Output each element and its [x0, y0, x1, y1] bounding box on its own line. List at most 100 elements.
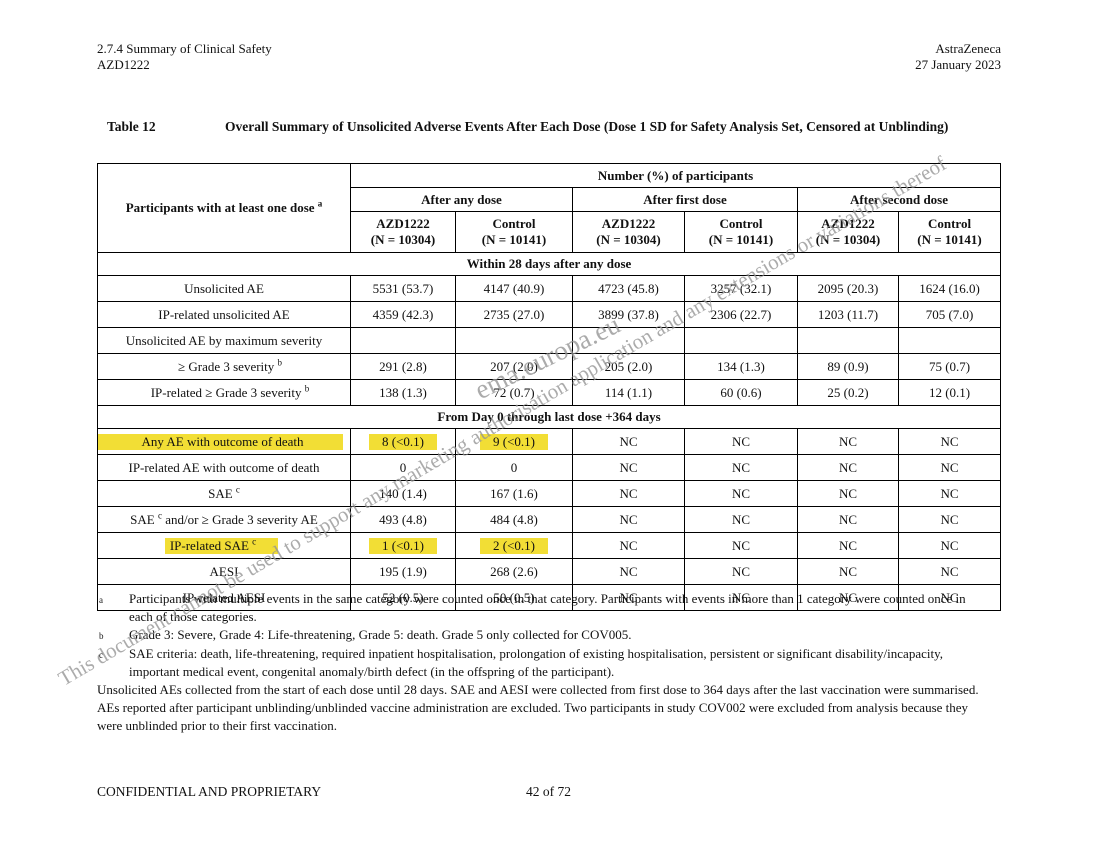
- row-label: ≥ Grade 3 severity b: [177, 357, 283, 374]
- adverse-events-table: Participants with at least one dose a Nu…: [96, 163, 1002, 611]
- table-value-cell: NC: [572, 584, 685, 611]
- table-value-cell: NC: [684, 428, 798, 455]
- row-label: IP-related AE with outcome of death: [128, 459, 320, 475]
- table-value-cell: NC: [684, 454, 798, 481]
- header-section-title: 2.7.4 Summary of Clinical Safety: [97, 41, 272, 56]
- row-label-cell: Any AE with outcome of death: [97, 428, 351, 455]
- table-value-cell: 72 (0.7): [455, 379, 573, 406]
- table-value-cell: NC: [797, 480, 899, 507]
- table-value-cell: 12 (0.1): [897, 379, 1002, 406]
- table-row: IP-related AE with outcome of death 0 0 NC…: [97, 454, 1002, 481]
- row-label-cell: Unsolicited AE: [97, 275, 351, 302]
- table-row: Any AE with outcome of death 8 (<0.1) 9 (…: [97, 428, 1002, 455]
- table-row: IP-related unsolicited AE 4359 (42.3) 273…: [97, 301, 1002, 328]
- table-value-cell: [897, 327, 1002, 354]
- table-value-cell: 2306 (22.7): [684, 301, 798, 328]
- row-label-cell: AESI: [97, 558, 351, 585]
- page-header-left: 2.7.4 Summary of Clinical Safety AZD1222: [97, 41, 272, 73]
- table-value-cell: [455, 327, 573, 354]
- highlighted-value: 1 (<0.1): [369, 537, 437, 554]
- table-value-cell: 0: [350, 454, 456, 481]
- table-value-cell: NC: [572, 428, 685, 455]
- page-footer: CONFIDENTIAL AND PROPRIETARY 42 of 72: [97, 784, 1000, 800]
- table-value-cell: NC: [797, 584, 899, 611]
- table-row: Unsolicited AE 5531 (53.7) 4147 (40.9) 472…: [97, 275, 1002, 302]
- row-label-cell: IP-related unsolicited AE: [97, 301, 351, 328]
- table-value-cell: 114 (1.1): [572, 379, 685, 406]
- table-value-cell: 705 (7.0): [897, 301, 1002, 328]
- page-number: 42 of 72: [526, 784, 571, 799]
- table-value-cell: 8 (<0.1): [350, 428, 456, 455]
- table-value-cell: NC: [897, 532, 1002, 559]
- table-value-cell: NC: [897, 480, 1002, 507]
- table-value-cell: 195 (1.9): [350, 558, 456, 585]
- table-value-cell: 1 (<0.1): [350, 532, 456, 559]
- footnote-text: Participants with multiple events in the…: [129, 591, 966, 624]
- table-value-cell: NC: [684, 506, 798, 533]
- footnote-marker: a: [99, 595, 103, 605]
- corner-header-text: Participants with at least one dose: [125, 200, 315, 215]
- row-label: SAE c: [208, 484, 240, 501]
- table-value-cell: 4723 (45.8): [572, 275, 685, 302]
- table-value-cell: NC: [897, 506, 1002, 533]
- table-value-cell: 2735 (27.0): [455, 301, 573, 328]
- table-header-row-spanner: Participants with at least one dose a Nu…: [97, 163, 1002, 253]
- table-value-cell: 50 (0.5): [455, 584, 573, 611]
- table-value-cell: 484 (4.8): [455, 506, 573, 533]
- footnote-b: b Grade 3: Severe, Grade 4: Life-threate…: [97, 626, 985, 645]
- table-value-cell: 291 (2.8): [350, 353, 456, 380]
- row-label: Unsolicited AE by maximum severity: [125, 332, 323, 348]
- arm-header: Control (N = 10141): [897, 211, 1002, 253]
- row-label: IP-related unsolicited AE: [158, 306, 290, 322]
- table-value-cell: 2095 (20.3): [797, 275, 899, 302]
- table-value-cell: 2 (<0.1): [455, 532, 573, 559]
- table-header-row-dose-groups: After any dose After first dose After se…: [98, 187, 1002, 212]
- table-value-cell: 1624 (16.0): [897, 275, 1002, 302]
- table-row: IP-related ≥ Grade 3 severity b 138 (1.3…: [97, 379, 1002, 406]
- table-section-row: Within 28 days after any dose: [96, 252, 1002, 276]
- table-value-cell: NC: [897, 584, 1002, 611]
- table-title-text: Overall Summary of Unsolicited Adverse E…: [225, 119, 949, 134]
- table-value-cell: 4147 (40.9): [455, 275, 573, 302]
- table-value-cell: 4359 (42.3): [350, 301, 456, 328]
- table-value-cell: NC: [797, 428, 899, 455]
- table-row: SAE c 140 (1.4) 167 (1.6) NC NC NC NC: [97, 480, 1002, 507]
- table-value-cell: 138 (1.3): [350, 379, 456, 406]
- section-title: From Day 0 through last dose +364 days: [96, 405, 1002, 429]
- table-value-cell: [797, 327, 899, 354]
- table-value-cell: NC: [572, 506, 685, 533]
- footnote-marker: b: [99, 631, 104, 641]
- table-header-row-arms: AZD1222 (N = 10304) Control (N = 10141) AZ…: [98, 211, 1002, 253]
- table-value-cell: 268 (2.6): [455, 558, 573, 585]
- row-label: AESI: [209, 563, 239, 579]
- arm-header: AZD1222 (N = 10304): [797, 211, 899, 253]
- table-value-cell: 134 (1.3): [684, 353, 798, 380]
- row-label-cell: IP-related AE with outcome of death: [97, 454, 351, 481]
- table-value-cell: NC: [684, 558, 798, 585]
- corner-header-footnote-marker: a: [317, 198, 323, 209]
- table-title: Table 12 Overall Summary of Unsolicited …: [107, 117, 977, 136]
- table-value-cell: 5531 (53.7): [350, 275, 456, 302]
- row-label-cell: SAE c: [97, 480, 351, 507]
- table-value-cell: 3257 (32.1): [684, 275, 798, 302]
- arm-header: AZD1222 (N = 10304): [350, 211, 456, 253]
- table-value-cell: NC: [572, 532, 685, 559]
- row-label-cell: IP-related ≥ Grade 3 severity b: [97, 379, 351, 406]
- table-value-cell: 205 (2.0): [572, 353, 685, 380]
- table-value-cell: [350, 327, 456, 354]
- dose-group-header: After second dose: [796, 187, 1002, 212]
- table-value-cell: 3899 (37.8): [572, 301, 685, 328]
- header-product-name: AZD1222: [97, 57, 150, 72]
- table-value-cell: 25 (0.2): [797, 379, 899, 406]
- table-value-cell: 493 (4.8): [350, 506, 456, 533]
- table-value-cell: 52 (0.5): [350, 584, 456, 611]
- confidentiality-notice: CONFIDENTIAL AND PROPRIETARY: [97, 784, 322, 799]
- page-header-right: AstraZeneca 27 January 2023: [915, 41, 1001, 73]
- arm-header: AZD1222 (N = 10304): [572, 211, 685, 253]
- dose-group-header: After first dose: [572, 187, 798, 212]
- table-row: IP-related SAE c 1 (<0.1) 2 (<0.1) NC NC NC N…: [97, 532, 1002, 559]
- table-value-cell: 89 (0.9): [797, 353, 899, 380]
- table-value-cell: 207 (2.0): [455, 353, 573, 380]
- row-label: IP-related ≥ Grade 3 severity b: [150, 383, 310, 400]
- table-value-cell: NC: [897, 558, 1002, 585]
